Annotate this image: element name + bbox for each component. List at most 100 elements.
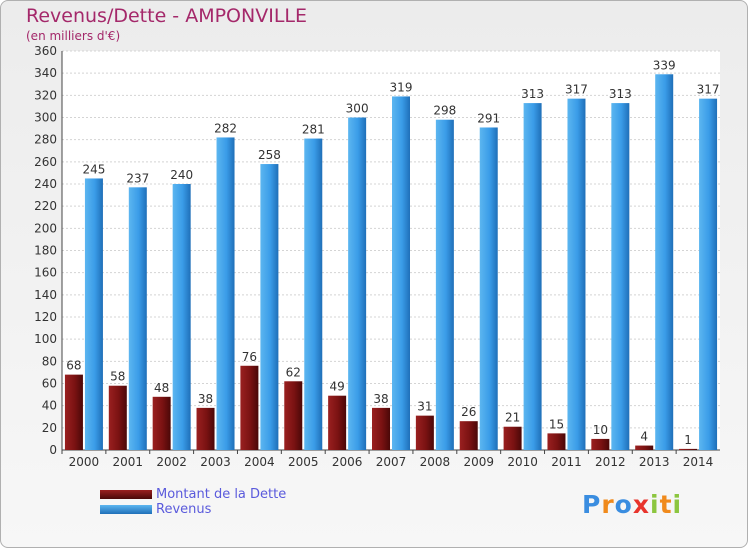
- bar-dette: [108, 385, 127, 450]
- x-tick-label: 2008: [420, 455, 451, 469]
- y-tick-label: 160: [34, 266, 57, 280]
- data-label-revenus: 291: [477, 111, 500, 125]
- logo-letter: t: [659, 490, 673, 519]
- data-label-dette: 48: [154, 381, 169, 395]
- data-label-revenus: 319: [390, 80, 413, 94]
- data-label-dette: 68: [66, 359, 81, 373]
- x-tick-label: 2013: [639, 455, 670, 469]
- x-tick-label: 2012: [595, 455, 626, 469]
- y-tick-label: 360: [34, 44, 57, 58]
- bar-dette: [328, 395, 347, 450]
- y-tick-label: 260: [34, 155, 57, 169]
- data-label-dette: 15: [549, 417, 564, 431]
- bar-revenus: [348, 117, 367, 450]
- data-label-dette: 26: [461, 405, 476, 419]
- y-tick-label: 100: [34, 332, 57, 346]
- x-tick-label: 2005: [288, 455, 319, 469]
- x-tick-label: 2014: [683, 455, 714, 469]
- data-label-revenus: 258: [258, 148, 281, 162]
- legend-label-dette: Montant de la Dette: [156, 487, 287, 502]
- logo-letter: i: [650, 490, 660, 519]
- y-tick-label: 60: [42, 377, 57, 391]
- chart-title: Revenus/Dette - AMPONVILLE: [26, 5, 307, 27]
- bar-revenus: [699, 98, 718, 451]
- data-label-revenus: 317: [697, 83, 720, 97]
- logo-letter: x: [632, 490, 650, 519]
- bar-revenus: [84, 178, 103, 451]
- y-tick-label: 80: [42, 354, 57, 368]
- y-tick-label: 180: [34, 244, 57, 258]
- bar-dette: [64, 374, 83, 450]
- y-tick-label: 120: [34, 310, 57, 324]
- bar-dette: [152, 396, 171, 450]
- legend-item-revenus: Revenus: [100, 502, 286, 517]
- x-tick-label: 2010: [507, 455, 538, 469]
- y-tick-label: 280: [34, 133, 57, 147]
- data-label-revenus: 237: [126, 171, 149, 185]
- bar-revenus: [435, 119, 454, 450]
- legend-item-dette: Montant de la Dette: [100, 487, 286, 502]
- y-tick-label: 140: [34, 288, 57, 302]
- chart-subtitle: (en milliers d'€): [26, 29, 121, 43]
- bar-dette: [372, 407, 390, 450]
- data-label-revenus: 245: [82, 162, 105, 176]
- data-label-revenus: 313: [609, 87, 632, 101]
- y-tick-label: 40: [42, 399, 57, 413]
- bar-revenus: [172, 184, 191, 450]
- y-tick-label: 200: [34, 221, 57, 235]
- x-tick-label: 2004: [244, 455, 275, 469]
- data-label-dette: 58: [110, 370, 125, 384]
- bar-revenus: [523, 103, 542, 450]
- data-label-dette: 21: [505, 411, 520, 425]
- bar-revenus: [260, 164, 279, 451]
- bar-dette: [196, 407, 215, 450]
- x-tick-label: 2000: [69, 455, 100, 469]
- logo-letter: i: [672, 490, 683, 519]
- data-label-dette: 38: [198, 392, 213, 406]
- x-tick-label: 2002: [156, 455, 187, 469]
- y-tick-label: 220: [34, 199, 57, 213]
- x-tick-label: 2003: [200, 455, 231, 469]
- bar-dette: [591, 438, 610, 450]
- legend-swatch-dette: [100, 490, 152, 499]
- bar-dette: [679, 448, 698, 450]
- bar-dette: [547, 433, 566, 450]
- x-tick-label: 2001: [113, 455, 144, 469]
- bar-revenus: [392, 96, 410, 451]
- data-label-dette: 38: [373, 392, 388, 406]
- logo-letter: o: [614, 490, 633, 519]
- data-label-revenus: 281: [302, 123, 325, 137]
- legend: Montant de la Dette Revenus: [100, 487, 286, 517]
- x-tick-label: 2006: [332, 455, 363, 469]
- x-tick-label: 2011: [551, 455, 582, 469]
- y-tick-label: 0: [49, 443, 57, 457]
- data-label-dette: 49: [329, 380, 344, 394]
- bar-dette: [240, 365, 259, 450]
- bar-revenus: [304, 138, 323, 450]
- bar-revenus: [128, 187, 147, 450]
- bar-dette: [415, 415, 434, 450]
- data-label-revenus: 313: [521, 87, 544, 101]
- data-label-dette: 31: [417, 400, 432, 414]
- y-tick-label: 340: [34, 66, 57, 80]
- data-label-dette: 4: [640, 430, 648, 444]
- data-label-dette: 10: [593, 423, 608, 437]
- data-label-revenus: 298: [433, 104, 456, 118]
- legend-label-revenus: Revenus: [156, 502, 212, 517]
- legend-swatch-revenus: [100, 505, 152, 514]
- data-label-revenus: 282: [214, 121, 237, 135]
- data-label-dette: 62: [286, 365, 301, 379]
- proxiti-logo: Proxiti: [582, 490, 682, 519]
- x-tick-label: 2007: [376, 455, 407, 469]
- bar-dette: [284, 381, 303, 450]
- bar-revenus: [655, 74, 674, 451]
- y-tick-label: 300: [34, 111, 57, 125]
- bar-revenus: [567, 98, 586, 451]
- bar-dette: [459, 421, 478, 450]
- y-tick-label: 320: [34, 88, 57, 102]
- data-label-revenus: 240: [170, 168, 193, 182]
- bar-dette: [635, 445, 654, 450]
- logo-letter: r: [601, 490, 615, 519]
- data-label-dette: 76: [242, 350, 257, 364]
